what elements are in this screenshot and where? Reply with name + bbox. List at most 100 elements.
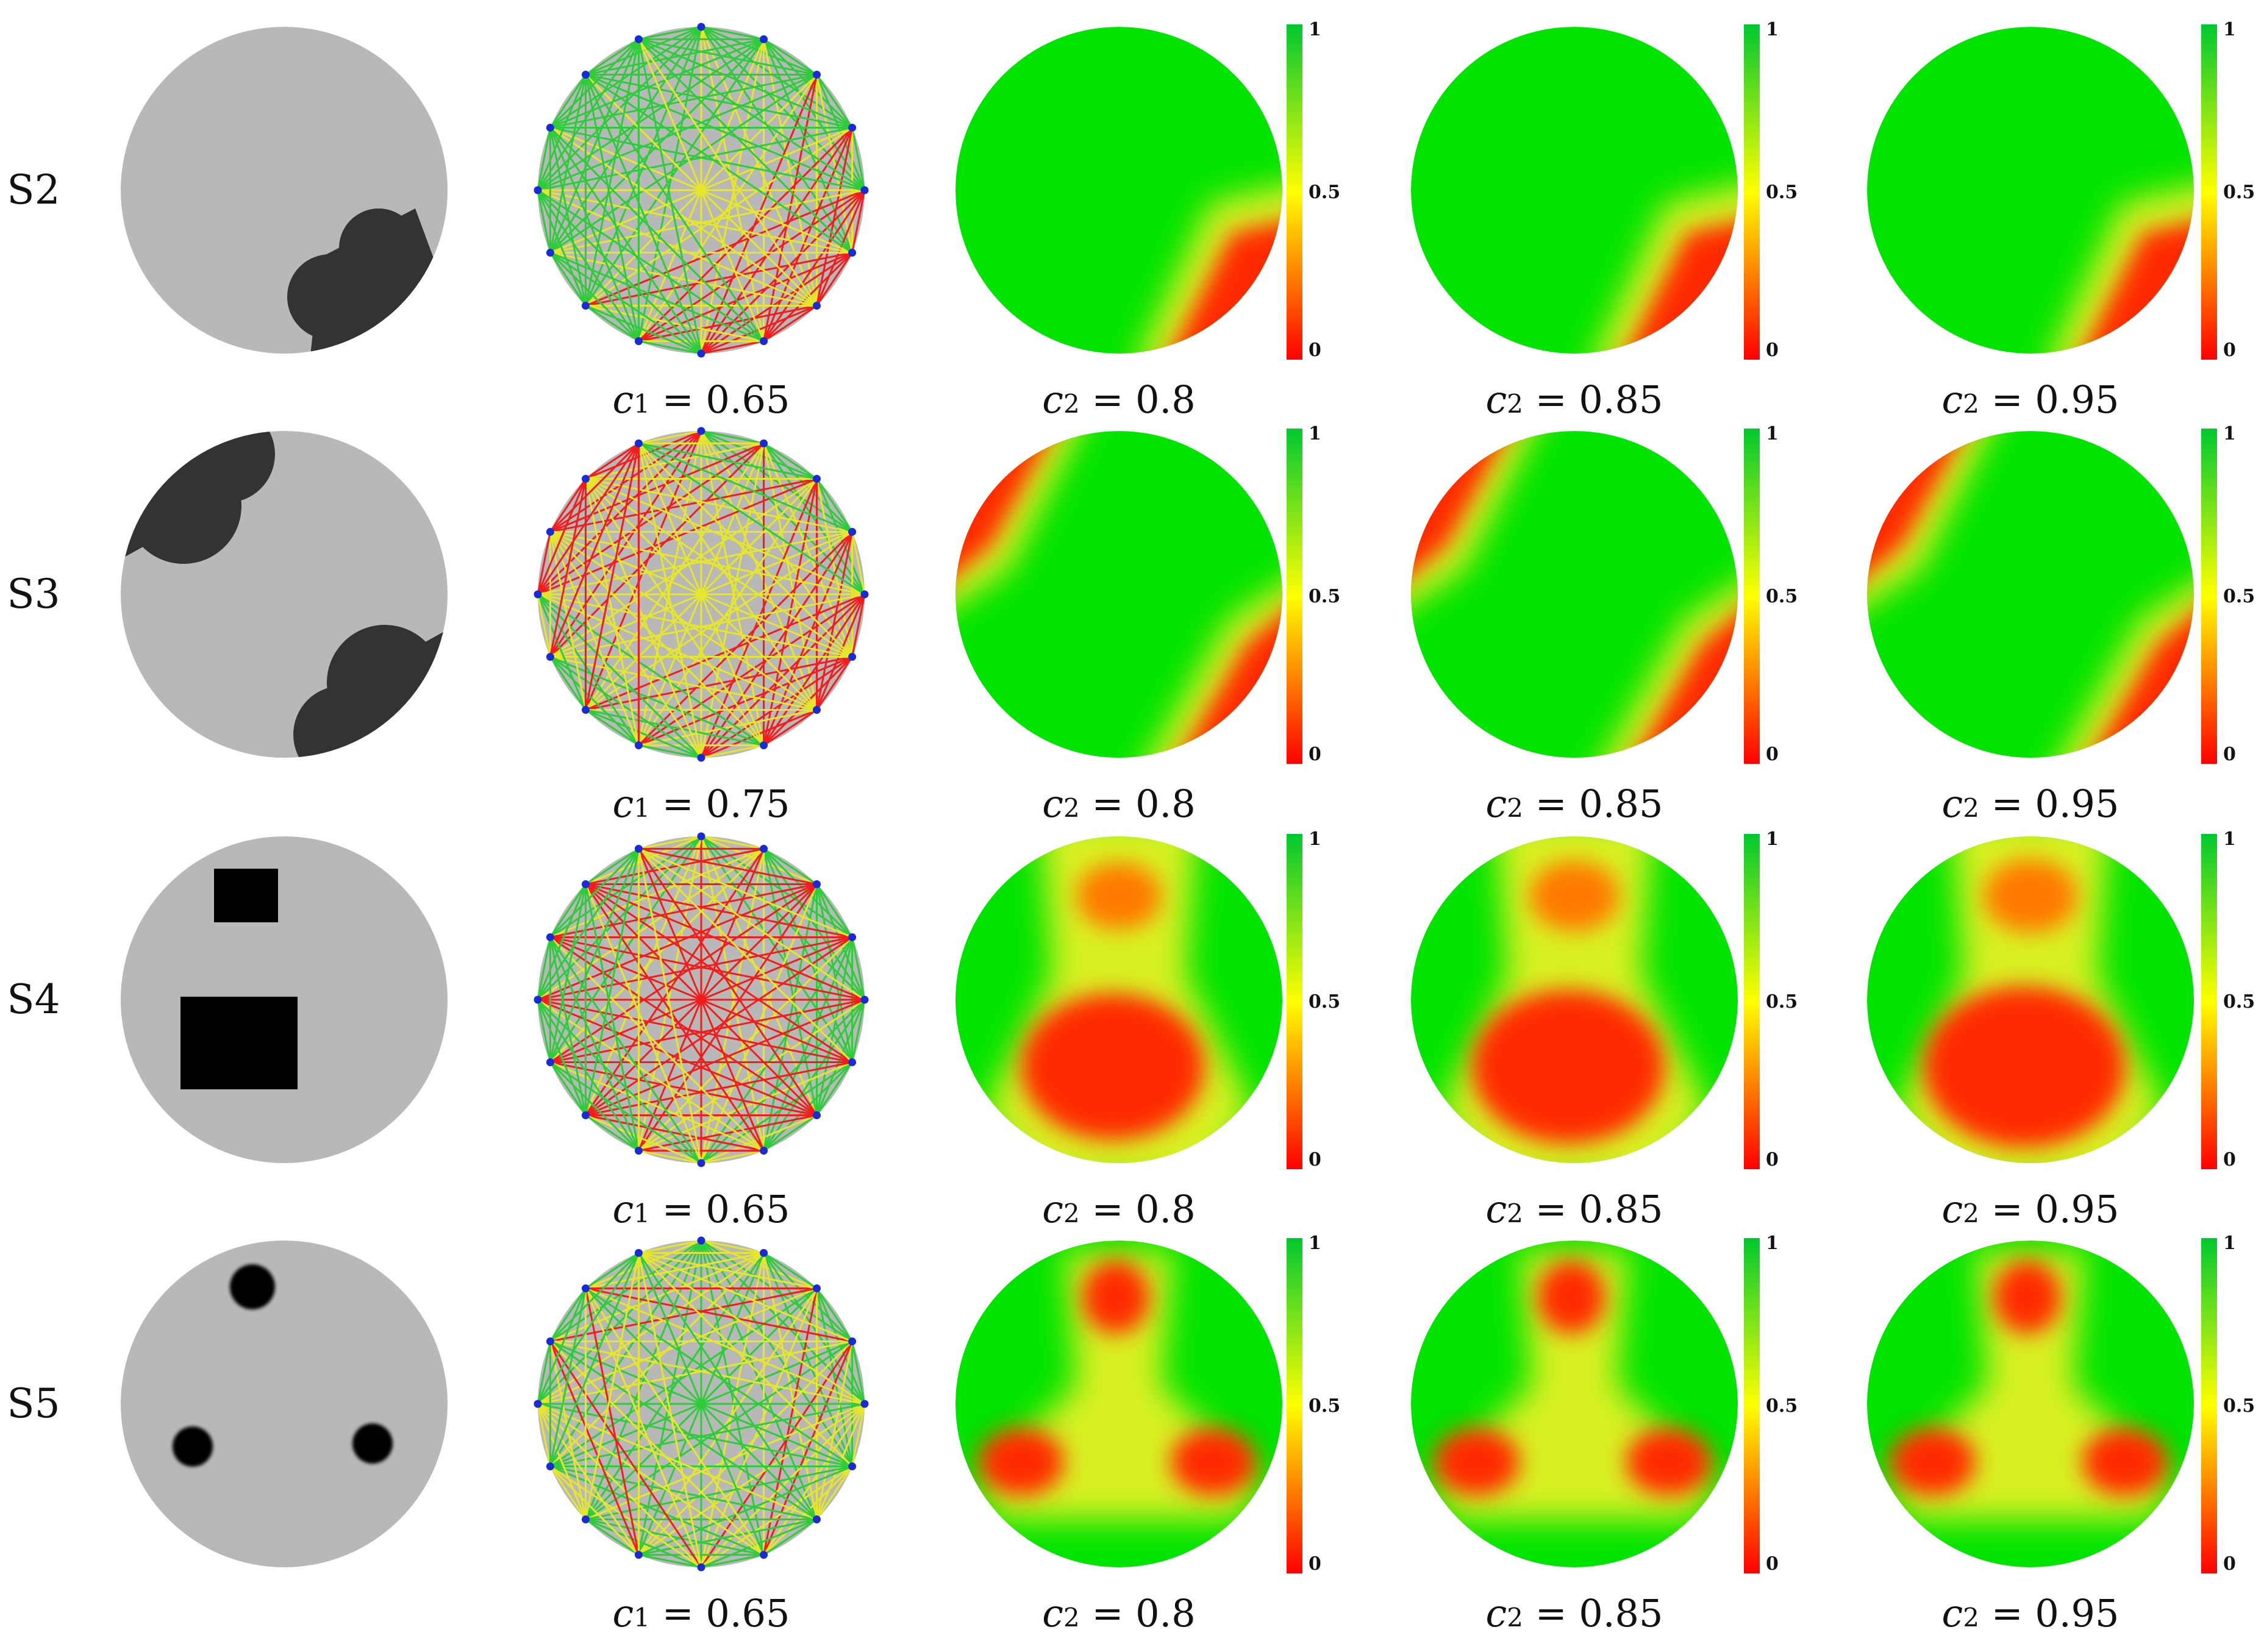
edge-line bbox=[549, 656, 640, 746]
edge-line bbox=[638, 883, 818, 1152]
edge-line bbox=[585, 1252, 765, 1520]
edge-line bbox=[585, 1114, 764, 1152]
electrode-13 bbox=[534, 590, 542, 599]
edge-line bbox=[638, 38, 853, 129]
electrode-9 bbox=[697, 1159, 705, 1167]
edge-line bbox=[638, 305, 817, 343]
colorbar: 10.50 bbox=[1287, 1233, 1340, 1575]
edge-line bbox=[638, 848, 865, 1001]
electrode-15 bbox=[581, 880, 590, 888]
edge-line bbox=[585, 1288, 640, 1555]
edge-line bbox=[585, 1287, 853, 1467]
edge-line bbox=[816, 883, 853, 938]
edge-line bbox=[549, 1341, 587, 1520]
edge-line bbox=[550, 189, 865, 254]
edge-line bbox=[637, 1253, 702, 1568]
edge-line bbox=[638, 709, 817, 747]
edge-line bbox=[549, 1340, 702, 1568]
electrode-6 bbox=[848, 249, 857, 257]
edge-line bbox=[816, 127, 854, 306]
edge-line bbox=[537, 1403, 852, 1468]
electrode-1 bbox=[697, 23, 705, 31]
edge-line bbox=[549, 532, 587, 710]
edge-line bbox=[585, 847, 764, 885]
electrode-12 bbox=[546, 249, 554, 257]
edge-line bbox=[585, 1340, 853, 1520]
reconstruction-s4-3 bbox=[1411, 836, 1738, 1163]
electrode-13 bbox=[534, 995, 542, 1004]
edge-line bbox=[585, 848, 765, 1116]
edge-line bbox=[638, 1239, 702, 1254]
c2-caption: c2 = 0.95 bbox=[1942, 1187, 2119, 1231]
electrode-12 bbox=[546, 1462, 554, 1471]
edge-line bbox=[816, 884, 854, 1063]
edge-line bbox=[700, 430, 765, 746]
electrode-7 bbox=[813, 706, 821, 714]
electrode-1 bbox=[697, 427, 705, 435]
edge-line bbox=[537, 999, 587, 1116]
edge-line bbox=[701, 26, 853, 129]
colorbar-label-1: 1 bbox=[1309, 828, 1321, 850]
colorbar: 10.50 bbox=[1287, 828, 1340, 1170]
edge-line bbox=[701, 744, 764, 759]
colorbar: 10.50 bbox=[2201, 828, 2255, 1170]
electrode-8 bbox=[760, 337, 768, 346]
colorbar: 10.50 bbox=[1287, 19, 1340, 361]
edge-line bbox=[851, 1403, 866, 1467]
edge-line bbox=[549, 936, 640, 1152]
colorbar-label-0: 0 bbox=[1766, 1553, 1779, 1575]
edge-line bbox=[638, 848, 765, 1152]
edge-line bbox=[549, 443, 640, 658]
electrode-8 bbox=[760, 1147, 768, 1155]
edge-line bbox=[549, 531, 640, 746]
edge-line bbox=[585, 305, 702, 355]
left-disk-inclusion bbox=[173, 1426, 213, 1467]
edge-line bbox=[537, 593, 765, 746]
electrode-2 bbox=[760, 1248, 768, 1257]
electrode-5 bbox=[860, 1400, 869, 1408]
edge-line bbox=[549, 478, 587, 533]
electrode-1 bbox=[697, 832, 705, 841]
edge-line bbox=[549, 1287, 587, 1342]
colorbar-label-1: 1 bbox=[1309, 423, 1321, 444]
edge-line bbox=[549, 1288, 587, 1467]
colorbar-gradient bbox=[1287, 834, 1302, 1169]
edge-line bbox=[637, 39, 702, 354]
edge-line bbox=[537, 594, 587, 711]
edge-line bbox=[638, 38, 817, 76]
colorbar-label-0: 0 bbox=[1766, 744, 1779, 765]
edge-line bbox=[585, 479, 640, 746]
edge-line bbox=[638, 1150, 702, 1164]
electrode-7 bbox=[813, 1111, 821, 1120]
colorbar-gradient bbox=[1744, 429, 1760, 764]
edge-line bbox=[585, 1518, 764, 1556]
electrode-6 bbox=[848, 1462, 857, 1471]
edge-line bbox=[585, 849, 640, 1116]
edge-line bbox=[816, 1287, 853, 1342]
edge-line bbox=[549, 835, 702, 938]
electrode-5 bbox=[860, 590, 869, 599]
low-value-zone bbox=[979, 1261, 1256, 1495]
electrode-13 bbox=[534, 1400, 542, 1408]
edge-line bbox=[549, 1061, 702, 1164]
electrode-2 bbox=[760, 844, 768, 853]
low-value-zone bbox=[1924, 859, 2125, 1147]
colorbar-label-1: 1 bbox=[1766, 423, 1779, 444]
colorbar-gradient bbox=[2201, 429, 2217, 764]
edge-line bbox=[851, 190, 866, 253]
electrode-16 bbox=[634, 844, 643, 853]
edge-line bbox=[585, 936, 853, 1116]
edge-line bbox=[585, 305, 640, 342]
edge-line bbox=[763, 305, 818, 342]
edge-line bbox=[585, 478, 865, 596]
edge-line bbox=[549, 478, 818, 658]
edge-line bbox=[585, 74, 865, 191]
edge-line bbox=[537, 478, 587, 595]
edge-line bbox=[550, 936, 865, 1001]
colorbar-gradient bbox=[1287, 429, 1302, 764]
electrode-8 bbox=[760, 1551, 768, 1559]
edge-line bbox=[537, 190, 587, 307]
edge-line bbox=[549, 74, 818, 254]
electrode-4 bbox=[848, 123, 857, 132]
colorbar-label-1: 1 bbox=[1766, 19, 1779, 40]
